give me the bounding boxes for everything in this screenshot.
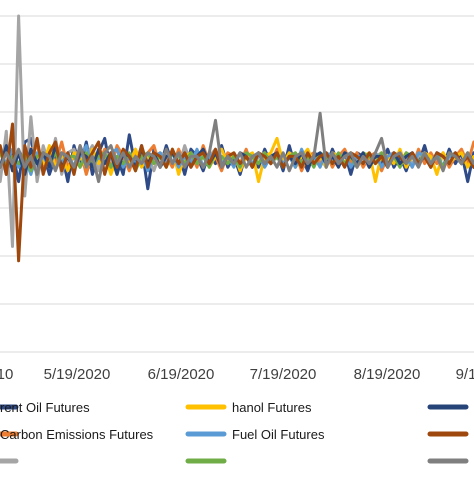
legend-label: Carbon Emissions Futures — [0, 427, 154, 442]
series-lines — [0, 14, 474, 263]
x-axis-tick-labels: 10 5/19/2020 6/19/2020 7/19/2020 8/19/2020 9/… — [0, 366, 474, 383]
series-line-8 — [0, 122, 474, 263]
x-tick-label: 7/19/2020 — [250, 366, 317, 383]
legend-label: rent Oil Futures — [0, 400, 90, 415]
x-tick-label: 5/19/2020 — [44, 366, 111, 383]
gridlines — [0, 15, 474, 353]
x-tick-label: 8/19/2020 — [354, 366, 421, 383]
legend-label: hanol Futures — [232, 400, 312, 415]
legend: rent Oil Futures Carbon Emissions Futures… — [0, 400, 469, 464]
legend-label: Fuel Oil Futures — [232, 427, 325, 442]
series-line-9 — [0, 111, 474, 184]
x-tick-label: 9/1 — [456, 366, 474, 383]
x-tick-label: 6/19/2020 — [148, 366, 215, 383]
x-tick-label: 10 — [0, 366, 13, 383]
series-line-3 — [0, 14, 474, 248]
